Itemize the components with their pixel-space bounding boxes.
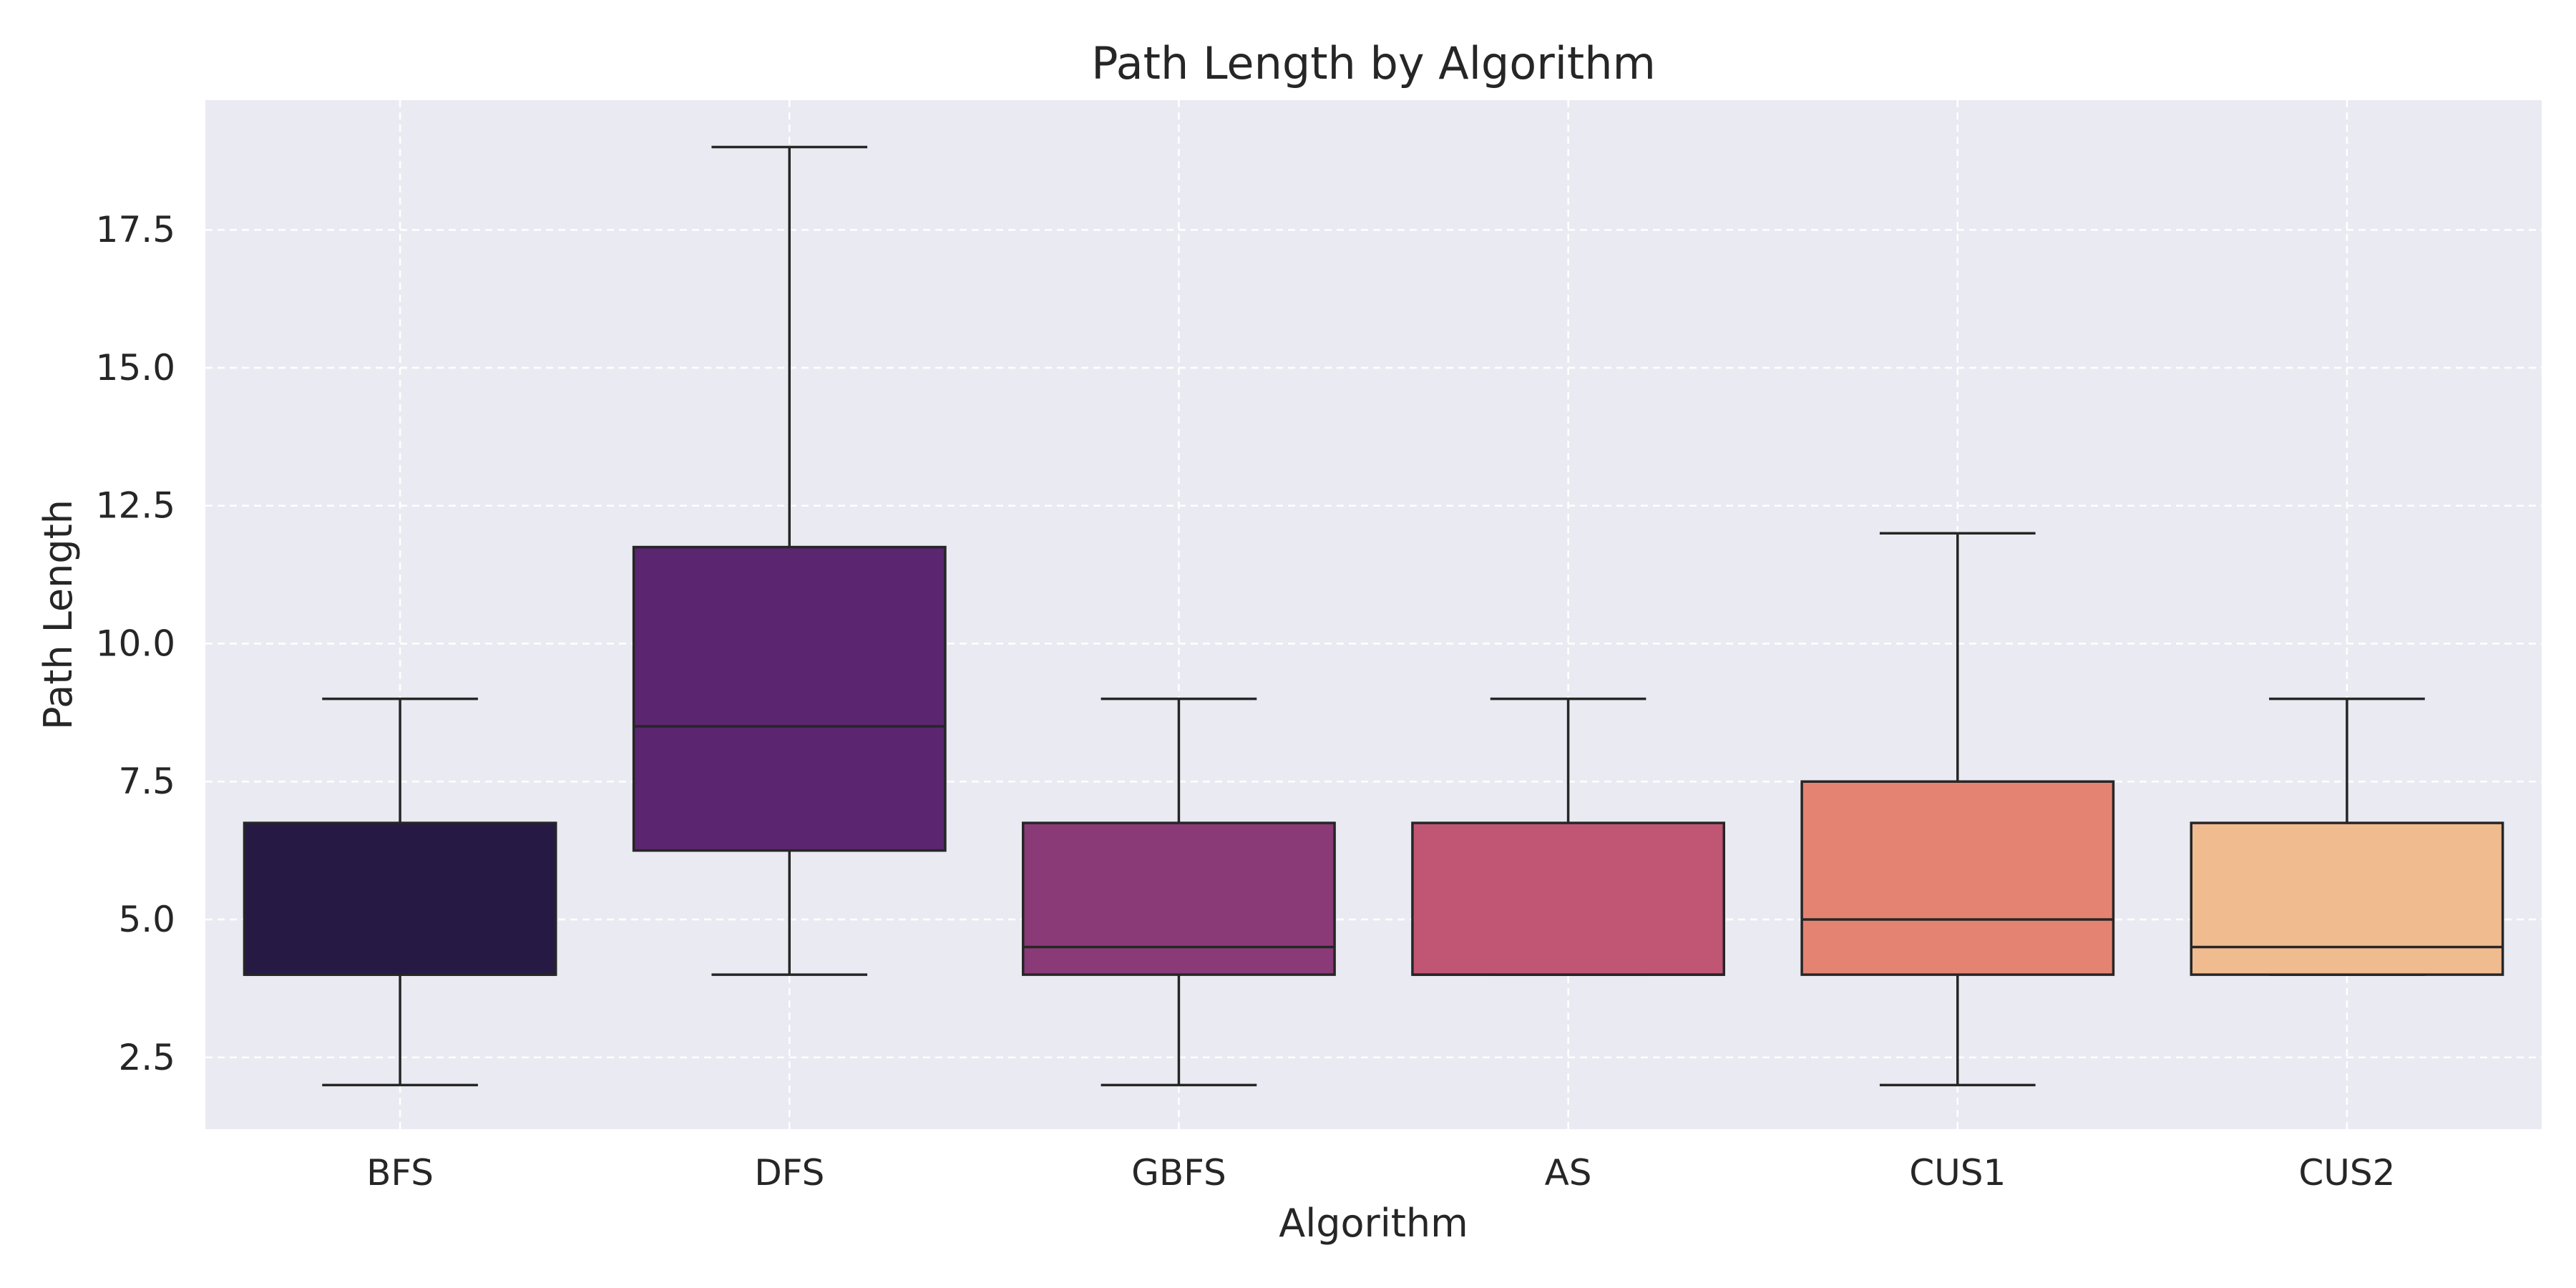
x-tick-label: GBFS — [1131, 1152, 1226, 1194]
y-tick-label: 12.5 — [96, 485, 175, 527]
box-body — [243, 821, 557, 976]
box-body — [2190, 821, 2504, 976]
x-tick-label: AS — [1545, 1152, 1592, 1194]
box-body — [1800, 780, 2115, 976]
x-tick-label: CUS2 — [2298, 1152, 2395, 1194]
box-body — [1411, 821, 1725, 976]
box-cus1 — [1800, 532, 2115, 1087]
y-tick-label: 10.0 — [96, 623, 175, 664]
boxes-layer — [243, 145, 2504, 1087]
ticks-layer: 2.5 5.0 7.5 10.0 12.5 15.0 17.5 BFS DFS GBFS AS CUS… — [96, 209, 2396, 1194]
x-tick-label: BFS — [366, 1152, 434, 1194]
box-as — [1411, 697, 1725, 976]
y-tick-label: 15.0 — [96, 347, 175, 389]
box-body — [1022, 821, 1336, 976]
x-tick-label: DFS — [754, 1152, 824, 1194]
box-cus2 — [2190, 697, 2504, 976]
x-tick-label: CUS1 — [1909, 1152, 2006, 1194]
box-bfs — [243, 697, 557, 1087]
box-gbfs — [1022, 697, 1336, 1087]
y-tick-label: 7.5 — [118, 761, 175, 802]
y-tick-label: 2.5 — [118, 1037, 175, 1078]
y-tick-label: 5.0 — [118, 899, 175, 940]
box-body — [632, 545, 947, 852]
box-dfs — [632, 145, 947, 976]
x-axis-label: Algorithm — [1279, 1201, 1468, 1246]
y-axis-label: Path Length — [36, 499, 81, 730]
y-tick-label: 17.5 — [96, 209, 175, 250]
chart-title: Path Length by Algorithm — [1091, 37, 1656, 89]
plot-background — [205, 100, 2542, 1129]
